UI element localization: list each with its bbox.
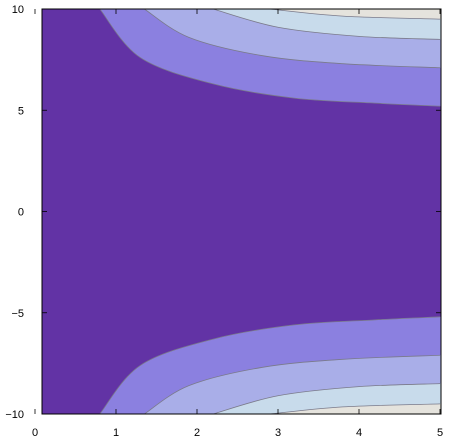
contour-line-level-1-bottom [99,316,441,415]
contour-line-level-2-bottom [144,354,441,415]
contour-line-level-4-top [269,8,441,20]
x-tick-label: 1 [113,427,119,439]
x-tick-label: 3 [275,427,281,439]
y-tick-label: 0 [18,207,24,219]
y-axis-ticks: −10 −5 0 5 10 [5,4,441,421]
contour-region-level-5-bottom [269,403,441,414]
x-tick-label: 4 [356,427,362,439]
contour-lines [99,8,441,415]
x-axis-ticks: 0 1 2 3 4 5 [32,9,443,439]
contour-line-level-3-top [213,8,441,40]
y-tick-label: 10 [12,4,24,16]
x-tick-label: 0 [32,427,38,439]
y-tick-label: −5 [11,308,24,320]
x-tick-label: 2 [194,427,200,439]
x-tick-label: 5 [437,427,443,439]
contour-fill-regions [42,9,442,414]
contour-line-level-3-bottom [213,383,441,415]
y-tick-label: 5 [18,105,24,117]
y-tick-label: −10 [5,409,24,421]
contour-region-level-5-top [269,9,441,20]
contour-line-level-4-bottom [269,403,441,415]
contour-line-level-2-top [144,8,441,69]
contour-line-level-1-top [99,8,441,107]
